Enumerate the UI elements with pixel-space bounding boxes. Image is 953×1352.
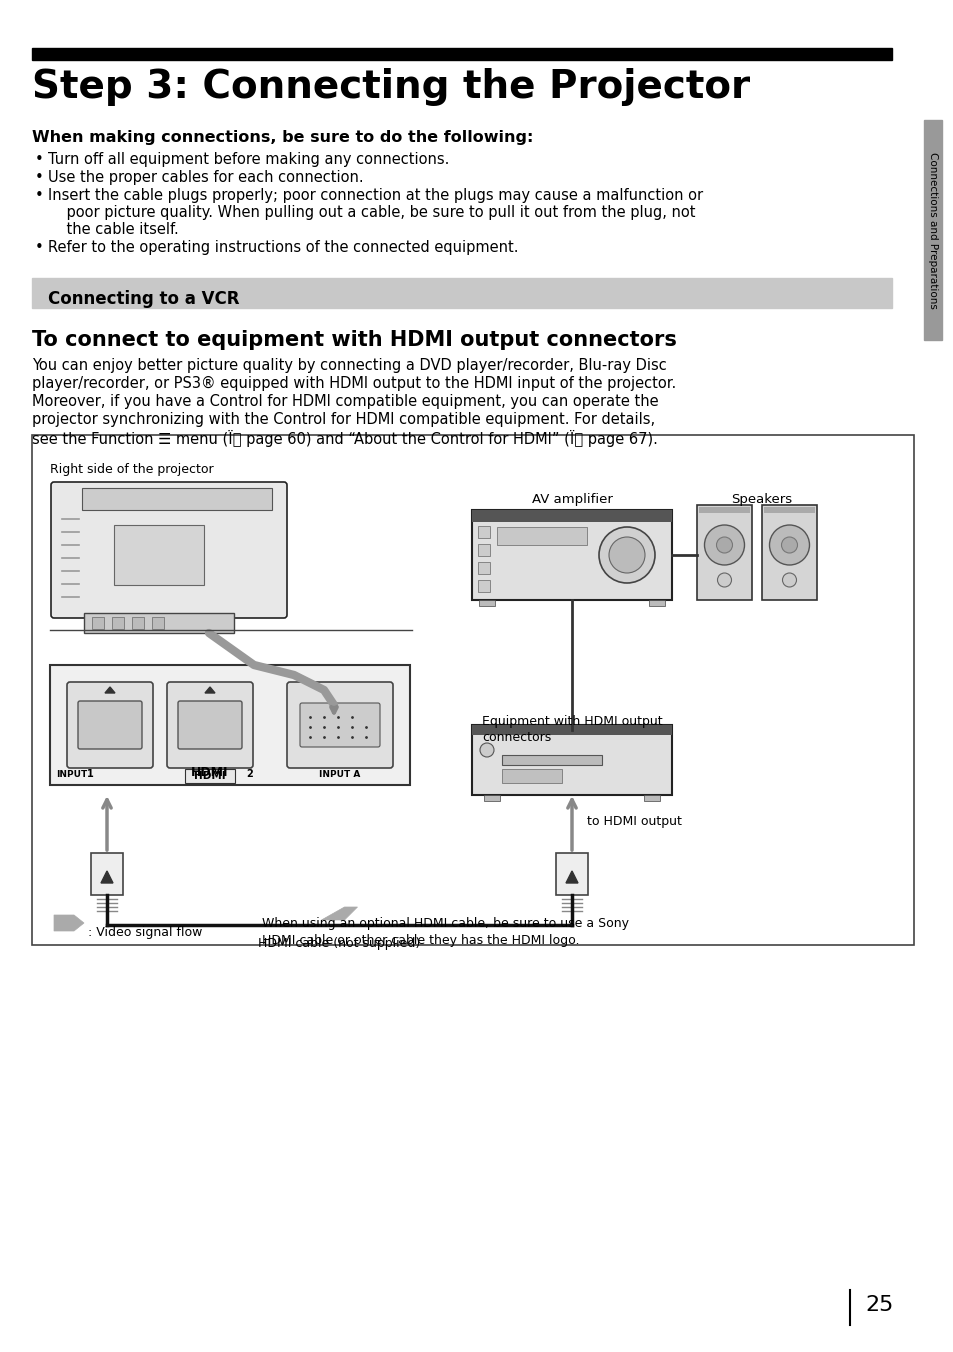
Circle shape	[769, 525, 809, 565]
Text: Right side of the projector: Right side of the projector	[50, 462, 213, 476]
Text: INPUT: INPUT	[56, 771, 87, 779]
Bar	[132, 617, 144, 629]
Text: Use the proper cables for each connection.: Use the proper cables for each connectio…	[48, 170, 363, 185]
Bar	[699, 507, 749, 512]
Bar	[32, 435, 913, 945]
Text: Connecting to a VCR: Connecting to a VCR	[48, 289, 239, 308]
Bar	[32, 49, 891, 59]
Text: poor picture quality. When pulling out a cable, be sure to pull it out from the : poor picture quality. When pulling out a…	[48, 206, 695, 220]
Text: Equipment with HDMI output
connectors: Equipment with HDMI output connectors	[481, 715, 662, 744]
Text: •: •	[35, 151, 44, 168]
Text: : Video signal flow: : Video signal flow	[88, 926, 202, 940]
Polygon shape	[54, 915, 84, 932]
Bar	[477, 544, 490, 556]
Text: HDMI: HDMI	[191, 767, 229, 779]
Text: To connect to equipment with HDMI output connectors: To connect to equipment with HDMI output…	[32, 330, 677, 350]
Text: 1: 1	[87, 769, 93, 779]
Bar	[84, 612, 233, 633]
Circle shape	[716, 537, 732, 553]
Polygon shape	[205, 687, 214, 694]
Bar	[501, 769, 561, 783]
Text: Refer to the operating instructions of the connected equipment.: Refer to the operating instructions of t…	[48, 241, 518, 256]
Bar	[648, 600, 664, 606]
Text: Insert the cable plugs properly; poor connection at the plugs may cause a malfun: Insert the cable plugs properly; poor co…	[48, 188, 702, 203]
Text: •: •	[35, 241, 44, 256]
Bar	[472, 725, 671, 795]
Text: HDMI: HDMI	[194, 771, 226, 781]
Bar	[50, 665, 410, 786]
Text: When using an optional HDMI cable, be sure to use a Sony
HDMI cable or other cab: When using an optional HDMI cable, be su…	[262, 917, 628, 946]
Text: Connections and Preparations: Connections and Preparations	[927, 151, 937, 308]
FancyBboxPatch shape	[78, 700, 142, 749]
FancyBboxPatch shape	[287, 681, 393, 768]
Bar	[477, 580, 490, 592]
Text: see the Function ☰ menu (Ï page 60) and “About the Control for HDMI” (Ï page 6: see the Function ☰ menu (Ï page 60) and…	[32, 430, 658, 448]
Bar	[483, 795, 499, 800]
Bar	[152, 617, 164, 629]
FancyBboxPatch shape	[178, 700, 242, 749]
Text: projector synchronizing with the Control for HDMI compatible equipment. For deta: projector synchronizing with the Control…	[32, 412, 655, 427]
Bar	[923, 120, 941, 339]
FancyBboxPatch shape	[67, 681, 152, 768]
Text: HDMI cable (not supplied): HDMI cable (not supplied)	[258, 937, 420, 950]
Bar	[477, 562, 490, 575]
Bar	[477, 526, 490, 538]
FancyBboxPatch shape	[167, 681, 253, 768]
Bar	[643, 795, 659, 800]
Bar	[112, 617, 124, 629]
Circle shape	[703, 525, 743, 565]
Bar	[761, 506, 816, 600]
FancyBboxPatch shape	[299, 703, 379, 748]
Bar	[82, 488, 272, 510]
Circle shape	[717, 573, 731, 587]
Text: •: •	[35, 188, 44, 203]
Bar	[113, 525, 204, 585]
Bar	[556, 853, 587, 895]
Bar	[697, 506, 751, 600]
Text: Step 3: Connecting the Projector: Step 3: Connecting the Projector	[32, 68, 749, 105]
Bar	[32, 279, 891, 308]
FancyBboxPatch shape	[51, 483, 287, 618]
Polygon shape	[101, 871, 112, 883]
Text: 2: 2	[247, 769, 253, 779]
Polygon shape	[105, 687, 115, 694]
Text: the cable itself.: the cable itself.	[48, 222, 178, 237]
Text: AV amplifier: AV amplifier	[531, 493, 612, 506]
Bar	[501, 754, 601, 765]
Circle shape	[479, 744, 494, 757]
Text: •: •	[35, 170, 44, 185]
Text: player/recorder, or PS3® equipped with HDMI output to the HDMI input of the proj: player/recorder, or PS3® equipped with H…	[32, 376, 676, 391]
Circle shape	[781, 537, 797, 553]
Polygon shape	[321, 907, 357, 919]
Text: Speakers: Speakers	[731, 493, 792, 506]
Polygon shape	[565, 871, 578, 883]
Bar	[91, 617, 104, 629]
Text: to HDMI output: to HDMI output	[586, 815, 681, 827]
Bar	[497, 527, 586, 545]
Text: When making connections, be sure to do the following:: When making connections, be sure to do t…	[32, 130, 533, 145]
Circle shape	[781, 573, 796, 587]
Bar	[763, 507, 814, 512]
Circle shape	[598, 527, 655, 583]
Bar	[185, 769, 234, 783]
Text: Turn off all equipment before making any connections.: Turn off all equipment before making any…	[48, 151, 449, 168]
Bar	[478, 600, 495, 606]
Text: Moreover, if you have a Control for HDMI compatible equipment, you can operate t: Moreover, if you have a Control for HDMI…	[32, 393, 658, 410]
Text: You can enjoy better picture quality by connecting a DVD player/recorder, Blu-ra: You can enjoy better picture quality by …	[32, 358, 666, 373]
Bar	[472, 725, 671, 735]
Text: INPUT A: INPUT A	[319, 771, 360, 779]
Bar	[472, 510, 671, 600]
Bar	[472, 510, 671, 522]
Bar	[91, 853, 123, 895]
Text: 25: 25	[865, 1295, 893, 1315]
Circle shape	[608, 537, 644, 573]
